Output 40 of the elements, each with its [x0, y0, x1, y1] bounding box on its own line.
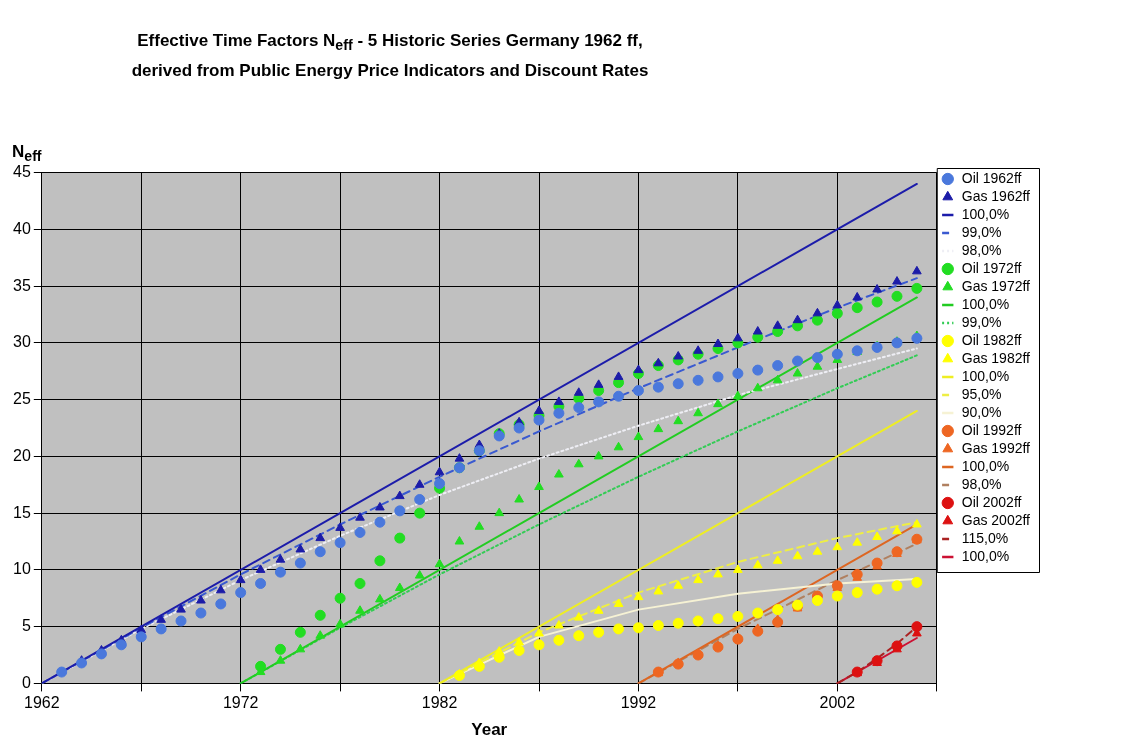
legend-label: Oil 1972ff [961, 259, 1022, 276]
y-tick-label: 45 [13, 163, 31, 181]
legend-label: Oil 2002ff [961, 493, 1022, 510]
x-axis-title: Year [471, 720, 508, 740]
legend-label: 90,0% [961, 403, 1002, 420]
legend-label: Gas 1992ff [961, 439, 1031, 456]
x-tick-label: 1972 [222, 694, 259, 712]
x-tick-label: 1982 [421, 694, 458, 712]
legend-label: 95,0% [961, 385, 1002, 402]
y-tick-label: 35 [13, 276, 31, 294]
legend-label: 99,0% [961, 313, 1002, 330]
y-axis-title: N$_{eff}$ [12, 142, 42, 165]
y-tick-label: 10 [13, 560, 31, 578]
y-tick-label: 20 [13, 446, 31, 464]
legend-label: 98,0% [961, 475, 1002, 492]
y-tick-label: 25 [13, 390, 31, 408]
legend-label: 100,0% [961, 547, 1010, 564]
y-tick-label: 40 [13, 219, 31, 237]
x-tick-label: 1962 [24, 694, 60, 712]
y-tick-label: 0 [21, 673, 31, 691]
legend-label: 100,0% [961, 367, 1010, 384]
y-tick-label: 30 [13, 333, 31, 351]
legend-label: 100,0% [961, 295, 1010, 312]
legend-label: 98,0% [961, 241, 1002, 258]
legend-label: Gas 2002ff [961, 511, 1031, 528]
legend-label: Oil 1982ff [961, 331, 1022, 348]
legend-label: Oil 1992ff [961, 421, 1022, 438]
legend-label: 115,0% [961, 529, 1009, 546]
legend-label: 99,0% [961, 223, 1002, 240]
legend-label: 100,0% [961, 457, 1010, 474]
y-tick-label: 5 [21, 617, 31, 635]
legend-label: Gas 1982ff [961, 349, 1031, 366]
legend-label: Gas 1962ff [961, 187, 1031, 204]
legend-label: 100,0% [961, 205, 1010, 222]
legend-label: Oil 1962ff [961, 169, 1022, 186]
x-tick-label: 2002 [819, 694, 856, 712]
legend-label: Gas 1972ff [961, 277, 1031, 294]
chart-title: Effective Time Factors N$_{eff}$ - 5 Historic Series Germany 1962 ff, derived from Public Energy Price Indicators and Discount Rates [130, 30, 650, 83]
y-tick-label: 15 [13, 503, 31, 521]
x-tick-label: 1992 [620, 694, 657, 712]
